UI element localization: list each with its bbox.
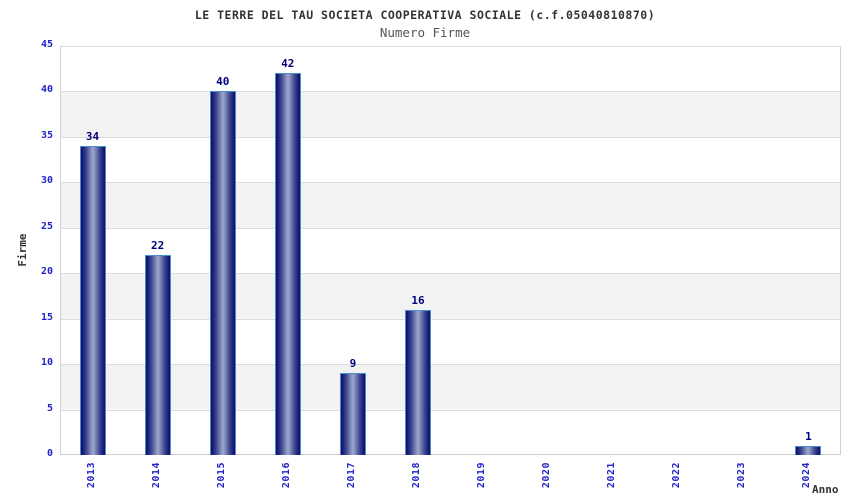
gridline-10 xyxy=(60,364,841,366)
chart-title: LE TERRE DEL TAU SOCIETA COOPERATIVA SOC… xyxy=(194,8,656,22)
gridline-30 xyxy=(60,182,841,184)
y-tick-10: 10 xyxy=(40,357,53,369)
x-tick-2019: 2019 xyxy=(476,462,488,489)
x-tick-2017: 2017 xyxy=(345,462,357,489)
bar-2018 xyxy=(404,309,431,455)
x-tick-2021: 2021 xyxy=(606,462,618,489)
bar-2016 xyxy=(274,73,301,455)
chart-subtitle: Numero Firme xyxy=(379,25,471,40)
x-tick-2024: 2024 xyxy=(801,462,813,489)
value-label-2024: 1 xyxy=(805,429,812,443)
y-tick-45: 45 xyxy=(40,39,53,50)
y-axis-title: Firme xyxy=(16,233,30,267)
value-label-2016: 42 xyxy=(281,57,295,71)
plot-area xyxy=(60,46,841,455)
y-tick-20: 20 xyxy=(40,266,53,278)
bar-2013 xyxy=(79,145,106,455)
y-tick-30: 30 xyxy=(40,175,53,187)
gridline-40 xyxy=(60,91,841,93)
x-tick-2015: 2015 xyxy=(215,462,227,489)
y-tick-25: 25 xyxy=(40,220,53,232)
gridline-35 xyxy=(60,136,841,138)
y-tick-40: 40 xyxy=(40,84,53,96)
gridline-45 xyxy=(60,46,841,47)
x-tick-2023: 2023 xyxy=(736,462,748,489)
x-tick-2022: 2022 xyxy=(671,462,683,489)
y-tick-0: 0 xyxy=(46,448,53,459)
x-tick-2014: 2014 xyxy=(150,462,162,489)
y-tick-35: 35 xyxy=(40,129,53,141)
x-tick-2018: 2018 xyxy=(410,462,422,489)
value-label-2018: 16 xyxy=(411,293,425,307)
bar-2015 xyxy=(209,91,236,455)
gridline-20 xyxy=(60,273,841,275)
y-tick-15: 15 xyxy=(40,311,53,323)
x-tick-2013: 2013 xyxy=(85,462,97,489)
gridline-15 xyxy=(60,318,841,320)
value-label-2015: 40 xyxy=(216,75,230,89)
x-tick-2020: 2020 xyxy=(541,462,553,489)
y-tick-5: 5 xyxy=(46,402,53,414)
bar-2017 xyxy=(339,373,366,455)
x-tick-2016: 2016 xyxy=(280,462,292,489)
value-label-2014: 22 xyxy=(151,239,165,253)
value-label-2013: 34 xyxy=(85,129,100,143)
bar-2024 xyxy=(795,445,822,455)
bar-2014 xyxy=(144,255,171,455)
x-axis-title: Anno xyxy=(812,483,839,496)
gridline-25 xyxy=(60,227,841,229)
gridline-5 xyxy=(60,409,841,411)
value-label-2017: 9 xyxy=(349,357,357,371)
